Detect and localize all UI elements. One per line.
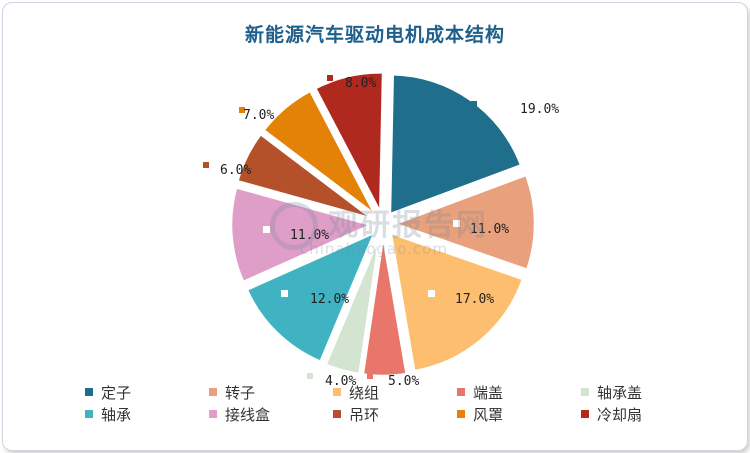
data-label-2: 11.0%	[470, 222, 509, 237]
data-label-10: 8.0%	[345, 76, 376, 91]
legend-swatch	[333, 388, 341, 396]
legend-item-1: 定子	[85, 382, 209, 403]
data-label-4: 5.0%	[388, 374, 419, 389]
legend-swatch	[457, 410, 465, 418]
legend-item-6: 轴承	[85, 404, 209, 425]
legend-item-2: 转子	[209, 382, 333, 403]
legend-swatch	[457, 388, 465, 396]
data-label-1: 19.0%	[520, 102, 559, 117]
legend-swatch	[333, 410, 341, 418]
data-label-marker-10	[327, 75, 333, 81]
legend-item-9: 风罩	[457, 404, 581, 425]
data-label-6: 12.0%	[310, 292, 349, 307]
legend-label: 风罩	[473, 405, 504, 424]
legend-item-3: 绕组	[333, 382, 457, 403]
data-label-3: 17.0%	[455, 292, 494, 307]
legend-item-10: 冷却扇	[581, 404, 705, 425]
pie-slice-5	[324, 235, 382, 376]
legend-swatch	[85, 410, 93, 418]
pie-slice-3	[389, 231, 525, 373]
pie-slice-10	[313, 71, 385, 213]
legend-item-5: 轴承盖	[581, 382, 705, 403]
chart-legend: 定子 转子 绕组 端盖 轴承盖轴承 接线盒 吊环 风罩 冷却扇	[85, 381, 705, 425]
pie-slice-9	[261, 89, 377, 216]
pie-slice-1	[388, 72, 523, 217]
legend-label: 冷却扇	[597, 405, 643, 424]
data-label-marker-4	[367, 373, 373, 379]
pie-slice-2	[391, 173, 537, 272]
data-label-marker-3	[426, 288, 437, 299]
legend-swatch	[581, 410, 589, 418]
data-label-marker-5	[307, 373, 313, 379]
legend-swatch	[581, 388, 589, 396]
legend-label: 吊环	[349, 405, 380, 424]
pie-slice-4	[361, 235, 409, 378]
legend-label: 绕组	[349, 383, 380, 402]
data-label-marker-7	[261, 224, 272, 235]
data-label-marker-2	[451, 218, 462, 229]
legend-item-8: 吊环	[333, 404, 457, 425]
data-label-marker-1	[471, 101, 477, 107]
legend-swatch	[85, 388, 93, 396]
data-label-8: 6.0%	[220, 163, 251, 178]
legend-row: 轴承 接线盒 吊环 风罩 冷却扇	[85, 403, 705, 425]
pie-slice-7	[229, 185, 375, 284]
legend-label: 转子	[225, 383, 256, 402]
legend-swatch	[209, 410, 217, 418]
legend-label: 定子	[101, 383, 132, 402]
legend-item-4: 端盖	[457, 382, 581, 403]
legend-swatch	[209, 388, 217, 396]
data-label-marker-9	[239, 107, 245, 113]
legend-label: 端盖	[473, 383, 504, 402]
data-label-7: 11.0%	[290, 228, 329, 243]
pie-slice-8	[235, 132, 374, 220]
legend-item-7: 接线盒	[209, 404, 333, 425]
legend-label: 轴承盖	[597, 383, 643, 402]
data-label-marker-6	[279, 288, 290, 299]
chart-title: 新能源汽车驱动电机成本结构	[244, 24, 505, 46]
data-label-5: 4.0%	[325, 374, 356, 389]
pie-slice-6	[245, 230, 377, 364]
data-label-marker-8	[203, 162, 209, 168]
legend-row: 定子 转子 绕组 端盖 轴承盖	[85, 381, 705, 403]
legend-label: 轴承	[101, 405, 132, 424]
data-label-9: 7.0%	[243, 108, 274, 123]
legend-label: 接线盒	[225, 405, 271, 424]
